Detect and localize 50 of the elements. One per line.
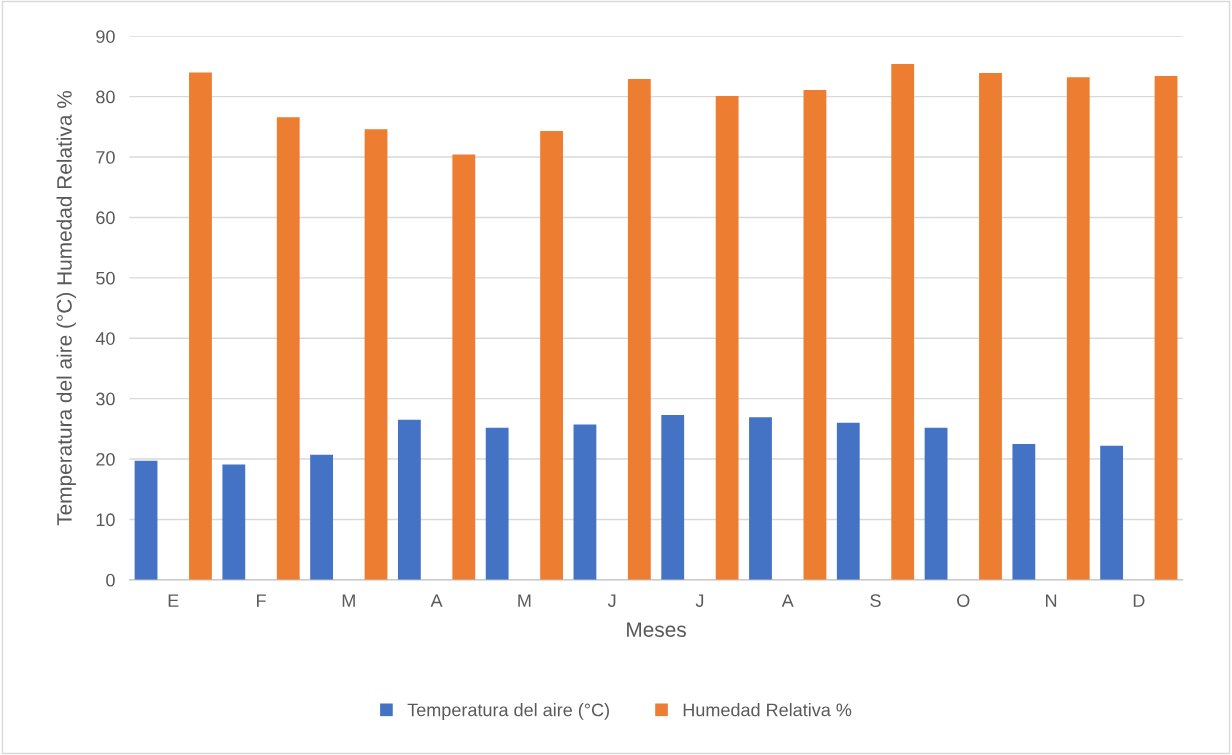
bar bbox=[627, 79, 651, 580]
bar bbox=[891, 64, 915, 580]
x-tick-label: F bbox=[257, 594, 266, 607]
y-tick-label: 50 bbox=[96, 271, 115, 285]
bar bbox=[485, 427, 509, 580]
x-tick-label: A bbox=[781, 594, 794, 607]
x-tick-label: D bbox=[1133, 594, 1145, 607]
bar bbox=[979, 73, 1002, 580]
bar bbox=[1154, 76, 1178, 580]
bar bbox=[715, 96, 739, 580]
bar bbox=[397, 419, 421, 580]
bar bbox=[452, 154, 476, 580]
x-tick-label: S bbox=[870, 594, 881, 607]
y-tick-label: 90 bbox=[96, 30, 115, 43]
bar bbox=[1012, 443, 1036, 580]
legend-label: Humedad Relativa % bbox=[683, 703, 852, 717]
bar bbox=[573, 424, 597, 580]
x-tick-label: O bbox=[957, 594, 970, 607]
y-tick-label: 10 bbox=[96, 513, 115, 527]
bar bbox=[310, 454, 334, 580]
bar bbox=[134, 460, 158, 580]
y-tick-label: 30 bbox=[96, 392, 115, 406]
bar bbox=[1100, 445, 1124, 580]
bar bbox=[924, 427, 948, 580]
y-tick-label: 20 bbox=[96, 452, 115, 466]
bar bbox=[661, 414, 685, 580]
y-tick-label: 60 bbox=[96, 211, 115, 225]
bar bbox=[189, 72, 212, 580]
bar bbox=[222, 464, 246, 580]
x-tick-label: J bbox=[695, 594, 704, 607]
x-tick-label: M bbox=[342, 594, 355, 607]
bar bbox=[803, 90, 827, 580]
bar bbox=[749, 417, 772, 580]
x-tick-label: N bbox=[1046, 594, 1057, 607]
x-tick-label: M bbox=[518, 594, 531, 607]
bar bbox=[540, 131, 563, 580]
y-axis-title: Temperatura del aire (°C) Humedad Relativa % bbox=[56, 90, 76, 526]
bar bbox=[1066, 77, 1090, 580]
y-tick-label: 80 bbox=[96, 90, 115, 104]
y-tick-label: 40 bbox=[95, 332, 115, 345]
legend-label: Temperatura del aire (°C) bbox=[407, 703, 609, 720]
bar bbox=[364, 129, 388, 580]
x-tick-label: J bbox=[607, 594, 616, 607]
x-axis-title: Meses bbox=[627, 622, 686, 637]
y-tick-label: 0 bbox=[106, 573, 115, 587]
bar bbox=[836, 422, 860, 580]
x-tick-label: A bbox=[430, 594, 443, 607]
bar bbox=[276, 117, 300, 580]
x-tick-label: E bbox=[168, 594, 179, 607]
y-tick-label: 70 bbox=[96, 150, 115, 164]
